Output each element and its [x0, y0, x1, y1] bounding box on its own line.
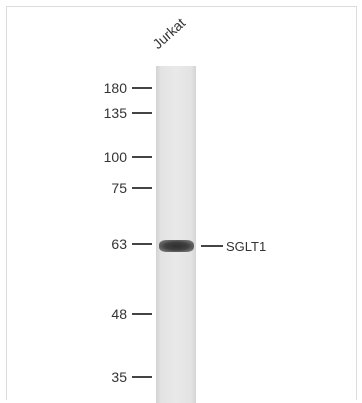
target-label: SGLT1	[226, 238, 267, 254]
marker-tick	[132, 243, 152, 245]
marker-label: 100	[103, 149, 127, 165]
marker-label: 135	[103, 105, 127, 121]
marker-tick	[132, 156, 152, 158]
marker-135: 135	[60, 105, 152, 121]
marker-tick	[132, 376, 152, 378]
marker-label: 63	[111, 236, 127, 252]
target-annotation: SGLT1	[201, 238, 266, 254]
marker-label: 35	[111, 369, 127, 385]
marker-180: 180	[60, 80, 152, 96]
marker-tick	[132, 112, 152, 114]
marker-tick	[132, 187, 152, 189]
marker-tick	[132, 313, 152, 315]
marker-35: 35	[60, 369, 152, 385]
marker-100: 100	[60, 149, 152, 165]
marker-75: 75	[60, 180, 152, 196]
protein-band	[159, 240, 194, 252]
marker-label: 48	[111, 306, 127, 322]
target-pointer-line	[201, 245, 223, 247]
figure-frame	[6, 6, 357, 400]
marker-tick	[132, 87, 152, 89]
marker-label: 75	[111, 180, 127, 196]
marker-48: 48	[60, 306, 152, 322]
blot-lane	[156, 66, 196, 403]
marker-63: 63	[60, 236, 152, 252]
marker-label: 180	[103, 80, 127, 96]
